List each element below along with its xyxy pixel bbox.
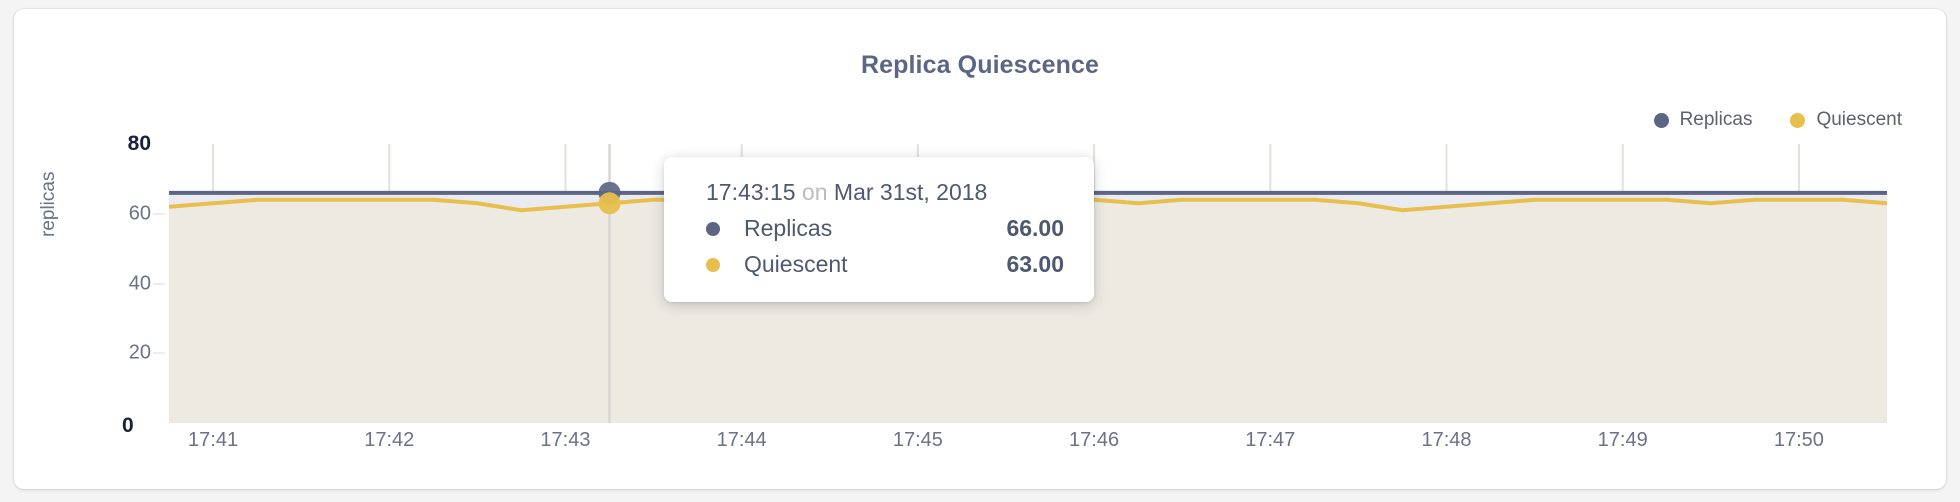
y-axis-title: replicas [38, 171, 59, 237]
y-tick-label-40: 40 [128, 272, 151, 294]
tooltip-value-replicas: 66.00 [1006, 215, 1064, 241]
tooltip-row-quiescent: Quiescent 63.00 [706, 251, 1064, 278]
tooltip-row-replicas: Replicas 66.00 [706, 215, 1064, 242]
y-tick-mark [153, 283, 165, 284]
x-tick-label-7: 17:48 [1421, 429, 1472, 451]
legend-dot-quiescent-icon [1790, 112, 1806, 128]
x-tick-label-3: 17:44 [716, 429, 767, 451]
legend-label-replicas: Replicas [1679, 109, 1753, 130]
y-tick-label-80: 80 [127, 132, 151, 155]
x-tick-label-9: 17:50 [1773, 429, 1824, 451]
x-tick-label-5: 17:46 [1069, 429, 1120, 451]
tooltip-on-word: on [801, 179, 828, 205]
chart-card: Replica Quiescence Replicas Quiescent 20… [14, 9, 1946, 489]
tooltip-date: Mar 31st, 2018 [833, 179, 988, 205]
legend-dot-replicas-icon [1653, 112, 1669, 128]
tooltip-label-quiescent: Quiescent [744, 251, 848, 277]
page-title: Replica Quiescence [860, 51, 1100, 79]
x-tick-label-0: 17:41 [188, 429, 239, 451]
legend-label-quiescent: Quiescent [1816, 109, 1902, 130]
legend-item-replicas[interactable]: Replicas [1653, 109, 1753, 131]
y-tick-label-60: 60 [128, 202, 151, 225]
legend-item-quiescent[interactable]: Quiescent [1790, 109, 1902, 131]
tooltip-label-replicas: Replicas [744, 215, 833, 241]
chart-tooltip: 17:43:15 on Mar 31st, 2018 Replicas 66.0… [664, 157, 1094, 302]
tooltip-value-quiescent: 63.00 [1006, 251, 1064, 277]
y-axis: 20 40 60 80 [89, 132, 165, 423]
x-axis: 17:41 17:42 17:43 17:44 17:45 17:46 17:47 17:48… [169, 429, 1887, 459]
x-tick-label-6: 17:47 [1245, 429, 1296, 451]
x-tick-label-4: 17:45 [892, 429, 943, 451]
tooltip-dot-replicas-icon [706, 221, 720, 236]
tooltip-time: 17:43:15 [706, 179, 796, 205]
y-tick-mark [153, 352, 165, 354]
x-tick-label-2: 17:43 [540, 429, 591, 451]
tooltip-timestamp: 17:43:15 on Mar 31st, 2018 [706, 179, 1064, 206]
x-tick-label-8: 17:49 [1597, 429, 1648, 451]
y-axis-zero-label: 0 [122, 414, 134, 437]
chart-legend: Replicas Quiescent [1653, 109, 1902, 131]
tooltip-dot-quiescent-icon [706, 257, 720, 272]
y-tick-label-20: 20 [128, 341, 151, 364]
x-tick-label-1: 17:42 [364, 429, 415, 451]
y-tick-mark [153, 213, 165, 215]
